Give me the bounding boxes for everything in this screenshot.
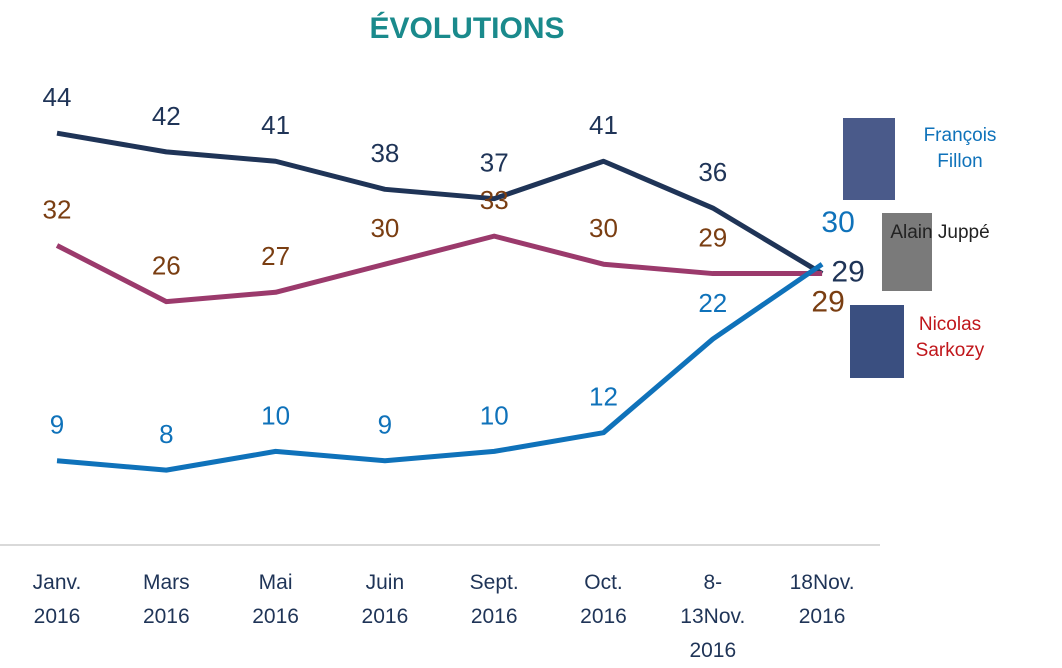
data-label: 33 bbox=[480, 185, 509, 215]
chart: ÉVOLUTIONS 44 42 41 38 37 41 36 29 32 26 27 30 33 30 2… bbox=[0, 11, 932, 546]
x-tick-label: 8-13Nov. 2016 bbox=[680, 571, 746, 662]
data-label: 12 bbox=[589, 382, 618, 412]
x-tick-label: Juin 2016 bbox=[361, 571, 409, 628]
data-label: 9 bbox=[378, 410, 392, 440]
line bbox=[56, 130, 824, 276]
photo bbox=[850, 305, 904, 378]
data-label: 30 bbox=[589, 213, 618, 243]
data-label: 44 bbox=[43, 82, 72, 112]
x-tick-label: Mars 2016 bbox=[142, 571, 190, 628]
x-tick-label: Sept. 2016 bbox=[469, 571, 519, 628]
x-tick-label: 18Nov. 2016 bbox=[789, 571, 855, 628]
data-label: 32 bbox=[43, 194, 72, 224]
photo bbox=[843, 118, 895, 200]
chart-title: ÉVOLUTIONS bbox=[369, 11, 564, 45]
data-label: 30 bbox=[370, 213, 399, 243]
x-tick-label: Janv. 2016 bbox=[32, 571, 82, 628]
page: ÉVOLUTIONS 44 42 41 38 37 41 36 29 32 26 27 30 33 30 2… bbox=[0, 10, 997, 662]
data-label: 38 bbox=[370, 138, 399, 168]
data-label: 22 bbox=[698, 288, 727, 318]
data-label: 29 bbox=[831, 255, 864, 288]
data-label: 41 bbox=[589, 110, 618, 140]
line bbox=[55, 233, 823, 305]
data-label: 29 bbox=[811, 285, 844, 318]
legend-entry: François Fillon bbox=[923, 125, 997, 172]
data-label: 26 bbox=[152, 251, 181, 281]
data-label: 37 bbox=[480, 148, 509, 178]
data-label: 10 bbox=[261, 400, 290, 430]
data-label: 27 bbox=[261, 241, 290, 271]
data-label: 9 bbox=[50, 410, 64, 440]
data-label: 41 bbox=[261, 110, 290, 140]
legend-entry: Alain Juppé bbox=[890, 222, 990, 243]
data-label: 42 bbox=[152, 101, 181, 131]
x-tick-label: Oct. 2016 bbox=[580, 571, 627, 628]
x-tick-label: Mai 2016 bbox=[252, 571, 299, 628]
data-label: 36 bbox=[698, 157, 727, 187]
photo bbox=[882, 213, 932, 291]
data-label: 29 bbox=[698, 222, 727, 252]
data-label: 30 bbox=[821, 206, 854, 239]
data-label: 8 bbox=[159, 419, 173, 449]
line bbox=[56, 262, 824, 473]
data-label: 10 bbox=[480, 400, 509, 430]
legend-entry: Nicolas Sarkozy bbox=[915, 314, 985, 361]
